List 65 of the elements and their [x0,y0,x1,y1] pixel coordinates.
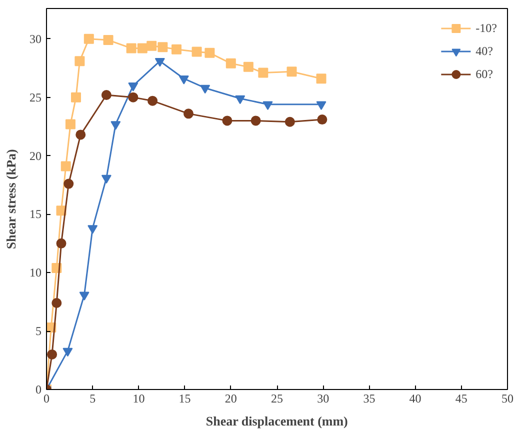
y-tick-label: 10 [30,266,42,280]
x-tick-label: 35 [363,392,376,406]
point [317,114,328,125]
x-tick-label: 15 [178,392,191,406]
point [258,68,268,78]
point [74,56,85,66]
point [65,119,76,130]
x-tick-label: 50 [502,392,514,406]
point [76,130,86,140]
x-tick-label: 40 [409,392,422,406]
point [148,96,158,106]
y-tick-label: 25 [30,90,42,104]
point [235,95,246,104]
y-tick-label: 0 [36,382,42,396]
point [222,116,232,126]
y-tick-label: 20 [30,148,42,163]
point [226,58,236,68]
y-tick-label: 5 [36,324,42,338]
point [47,349,58,360]
point [204,48,215,58]
point [64,178,74,189]
point [146,40,157,51]
point [60,161,71,172]
point [286,66,297,77]
point [154,58,165,67]
point [158,42,168,52]
point [178,76,189,84]
legend-label: 40? [476,44,494,58]
point [101,90,112,100]
legend-label: 60? [476,66,494,82]
point [128,92,138,102]
point [183,108,194,119]
y-tick-label: 30 [30,32,42,46]
y-tick-label: 15 [30,207,42,222]
y-axis-title: Shear stress (kPa) [4,149,18,250]
point [103,35,114,46]
x-tick-label: 45 [455,392,468,406]
point [79,292,90,301]
point [126,43,136,54]
x-tick-label: 20 [224,392,237,406]
point [250,116,261,126]
point [172,44,182,54]
legend-label: -10? [476,20,497,36]
point [128,82,138,92]
point [52,298,62,308]
point [284,116,295,127]
x-axis-title: Shear displacement (mm) [206,414,348,428]
point [192,46,202,57]
point [84,34,94,44]
x-tick-label: 25 [271,392,283,406]
point [316,74,326,84]
point [101,174,112,184]
point [88,225,98,234]
point [137,43,148,54]
x-tick-label: 30 [317,392,330,406]
point [262,101,273,110]
point [71,92,82,102]
point [316,101,326,110]
x-tick-label: 10 [132,392,145,406]
point [200,84,210,94]
x-tick-label: 5 [90,392,96,406]
point [62,348,73,357]
point [243,62,254,72]
point [56,238,66,248]
point [110,121,121,130]
